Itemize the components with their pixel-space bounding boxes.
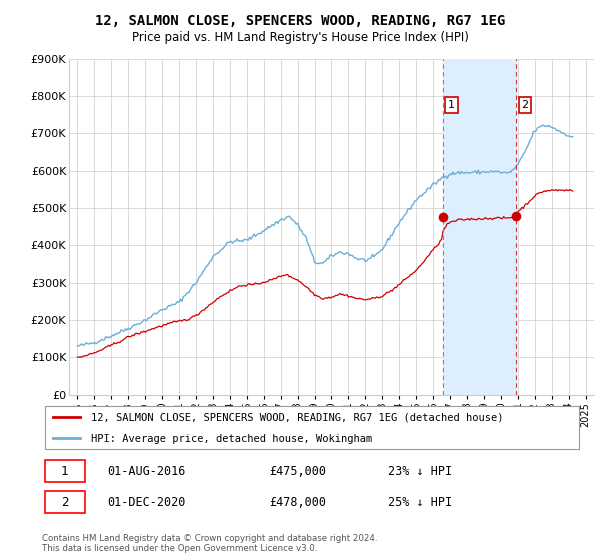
Text: 1: 1 bbox=[448, 100, 455, 110]
Text: 12, SALMON CLOSE, SPENCERS WOOD, READING, RG7 1EG: 12, SALMON CLOSE, SPENCERS WOOD, READING… bbox=[95, 14, 505, 28]
Text: 23% ↓ HPI: 23% ↓ HPI bbox=[388, 465, 452, 478]
Bar bbox=[443, 59, 517, 395]
Text: 2: 2 bbox=[61, 496, 68, 508]
Text: 1: 1 bbox=[61, 465, 68, 478]
Text: 01-DEC-2020: 01-DEC-2020 bbox=[107, 496, 185, 508]
Text: 01-AUG-2016: 01-AUG-2016 bbox=[107, 465, 185, 478]
Text: HPI: Average price, detached house, Wokingham: HPI: Average price, detached house, Woki… bbox=[91, 434, 372, 444]
Text: £478,000: £478,000 bbox=[269, 496, 326, 508]
FancyBboxPatch shape bbox=[45, 460, 85, 482]
Text: 25% ↓ HPI: 25% ↓ HPI bbox=[388, 496, 452, 508]
Text: Contains HM Land Registry data © Crown copyright and database right 2024.
This d: Contains HM Land Registry data © Crown c… bbox=[42, 534, 377, 553]
FancyBboxPatch shape bbox=[45, 491, 85, 513]
Text: £475,000: £475,000 bbox=[269, 465, 326, 478]
Text: 12, SALMON CLOSE, SPENCERS WOOD, READING, RG7 1EG (detached house): 12, SALMON CLOSE, SPENCERS WOOD, READING… bbox=[91, 413, 503, 423]
Text: 2: 2 bbox=[521, 100, 529, 110]
Text: Price paid vs. HM Land Registry's House Price Index (HPI): Price paid vs. HM Land Registry's House … bbox=[131, 31, 469, 44]
FancyBboxPatch shape bbox=[45, 406, 580, 450]
